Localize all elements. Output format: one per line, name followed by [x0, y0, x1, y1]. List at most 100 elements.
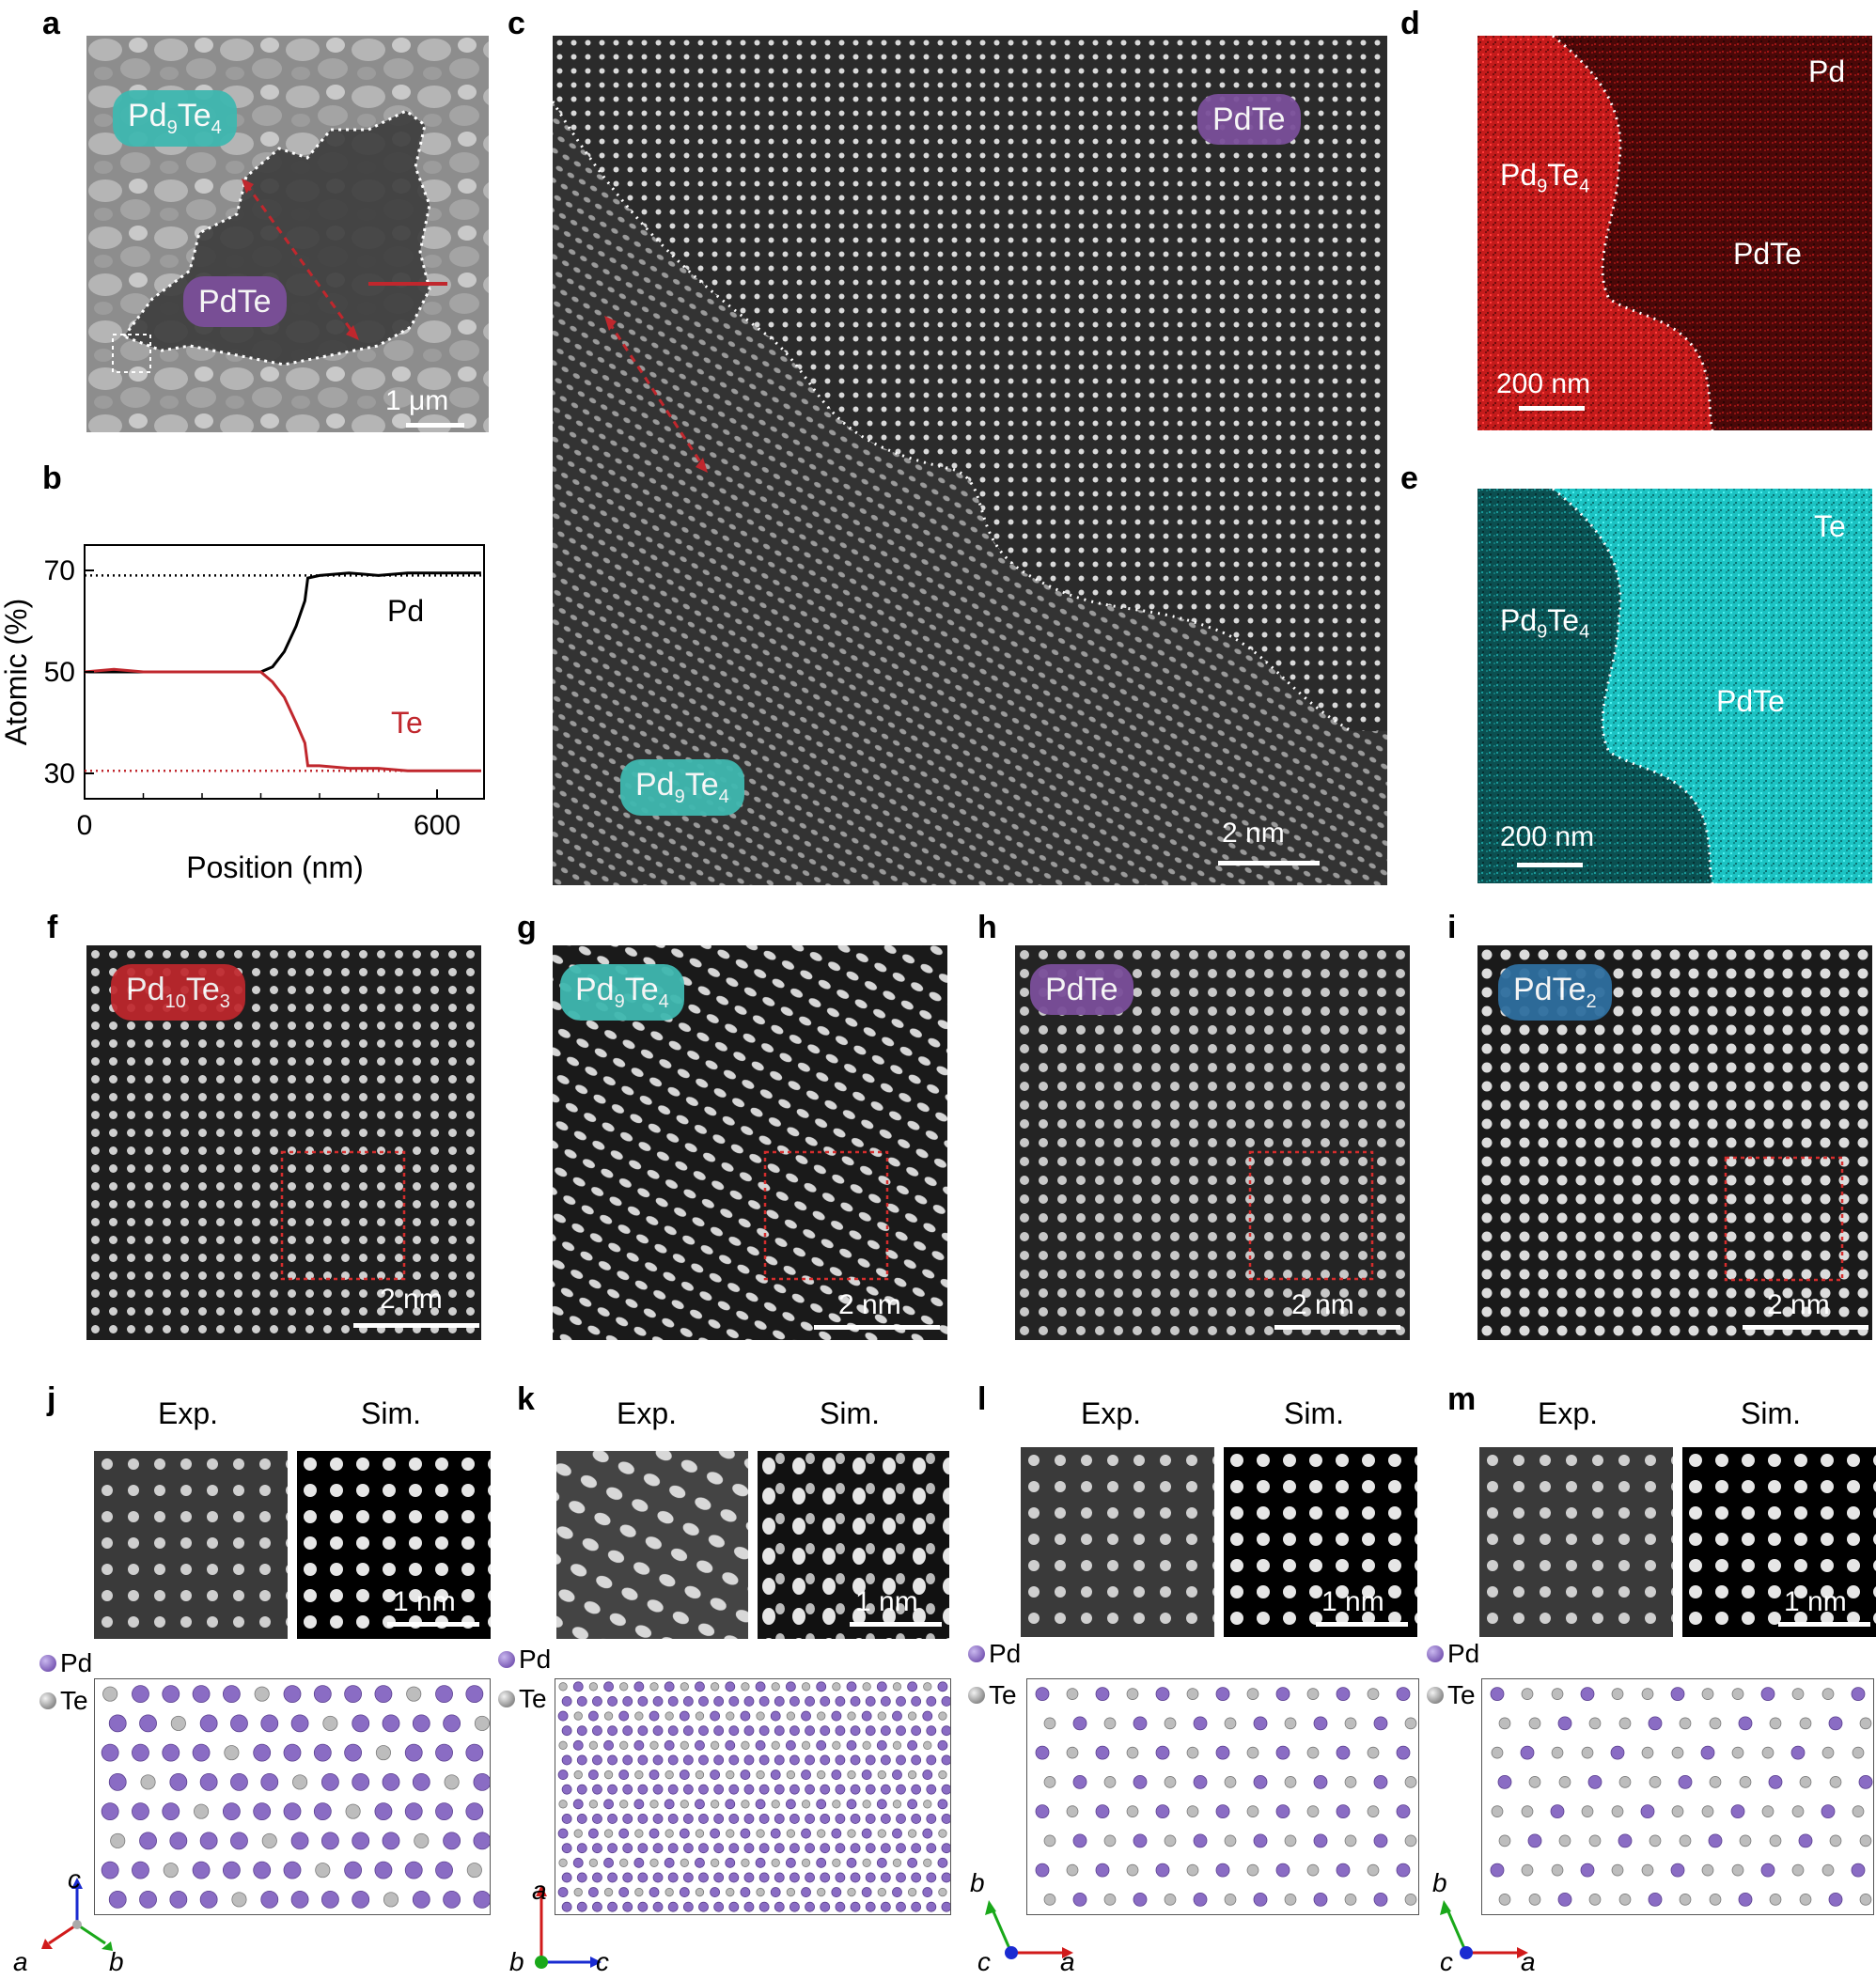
pd-atom — [1155, 1745, 1170, 1760]
pd-atom — [892, 1710, 902, 1722]
te-atom — [634, 1770, 644, 1780]
pd-atom — [1670, 1687, 1685, 1702]
te-atom — [756, 1770, 765, 1780]
pd-atom — [162, 1743, 180, 1762]
pd-atom — [412, 1772, 430, 1791]
te-atom — [1491, 1746, 1504, 1759]
pd-atom — [789, 1901, 800, 1912]
pd-atom — [743, 1843, 755, 1854]
te-atom — [140, 1774, 156, 1790]
pd-atom — [652, 1901, 664, 1912]
pd-atom — [443, 1832, 461, 1850]
pd-atom — [230, 1772, 248, 1791]
te-atom — [1649, 1834, 1662, 1847]
pd-atom — [1760, 1687, 1775, 1702]
te-atom — [741, 1682, 750, 1692]
pd-atom — [576, 1784, 587, 1795]
y-tick-label: 30 — [44, 758, 75, 789]
pd-atom — [713, 1843, 725, 1854]
pd-atom — [805, 1696, 815, 1707]
pd-atom — [1336, 1745, 1351, 1760]
te-atom — [1611, 1688, 1624, 1700]
pd-atom — [820, 1901, 831, 1912]
panel-label-c: c — [508, 6, 525, 41]
te-atom — [345, 1803, 361, 1819]
te-atom — [1791, 1863, 1805, 1877]
te-atom — [923, 1682, 932, 1692]
te-atom — [710, 1800, 720, 1809]
te-atom — [1551, 1688, 1564, 1700]
te-atom — [1066, 1863, 1079, 1877]
te-atom — [1186, 1688, 1199, 1700]
axis-label-b-k: b — [509, 1947, 524, 1976]
pd-atom — [374, 1685, 393, 1704]
pd-atom — [576, 1725, 587, 1737]
axis-label-c-k: c — [596, 1947, 609, 1976]
pd-atom — [652, 1725, 664, 1737]
pd-atom — [667, 1872, 679, 1883]
pd-atom — [637, 1784, 649, 1795]
te-atom — [1344, 1717, 1357, 1730]
pd-atom — [320, 1832, 339, 1850]
te-atom — [1739, 1776, 1752, 1788]
pd-atom — [682, 1696, 694, 1707]
sim-image-l — [1224, 1447, 1417, 1637]
pd-atom — [1193, 1892, 1208, 1907]
pd-atom — [728, 1754, 740, 1766]
pd-atom — [1193, 1833, 1208, 1848]
pd-atom — [740, 1828, 751, 1839]
axis-label-a-j: a — [13, 1947, 28, 1976]
te-atom — [102, 1686, 118, 1702]
scale-bar-m — [1778, 1622, 1870, 1627]
pd-atom — [1790, 1745, 1806, 1760]
te-atom — [619, 1800, 629, 1809]
pd-atom — [637, 1872, 649, 1883]
te-atom — [1043, 1776, 1056, 1788]
crystal-structure-j — [94, 1678, 491, 1915]
pd-atom — [770, 1770, 781, 1780]
eds-map-te — [1477, 489, 1872, 883]
pd-atom — [713, 1754, 725, 1766]
te-atom — [726, 1887, 735, 1897]
te-atom — [771, 1740, 780, 1750]
te-atom — [756, 1829, 765, 1838]
te-atom — [603, 1711, 614, 1721]
scale-label-e: 200 nm — [1500, 821, 1595, 852]
pd-atom — [755, 1857, 766, 1868]
pd-atom — [622, 1754, 633, 1766]
pd-atom — [404, 1802, 423, 1821]
pd-atom — [831, 1887, 842, 1897]
pd10te3-tag: Pd10Te3 — [111, 964, 245, 1021]
te-atom — [862, 1858, 871, 1867]
pd-atom — [1072, 1833, 1087, 1848]
te-atom — [832, 1740, 841, 1750]
pd-atom — [710, 1887, 721, 1897]
te-atom — [1306, 1805, 1320, 1817]
pd-atom — [835, 1814, 846, 1824]
pd-atom — [926, 1901, 937, 1912]
pd-atom — [132, 1861, 149, 1879]
te-atom — [1224, 1834, 1237, 1847]
te-atom — [1859, 1834, 1872, 1847]
pd-atom — [682, 1814, 694, 1824]
pd-atom — [941, 1696, 950, 1707]
legend-te-l: Te — [968, 1682, 1017, 1708]
pd-atom — [382, 1772, 400, 1791]
pd-atom — [1640, 1804, 1655, 1819]
te-atom — [907, 1829, 917, 1838]
pd-atom — [1313, 1774, 1328, 1789]
pd-atom — [192, 1861, 211, 1879]
te-atom — [619, 1682, 629, 1692]
te-atom — [1761, 1805, 1774, 1817]
panel-label-k: k — [517, 1381, 535, 1417]
pd-atom — [896, 1843, 906, 1854]
scale-bar-g — [814, 1325, 940, 1330]
panel-label-a: a — [42, 6, 60, 41]
pd-atom — [805, 1784, 815, 1795]
pd-atom — [607, 1814, 618, 1824]
pd-atom — [1336, 1863, 1351, 1878]
pd-atom — [561, 1784, 572, 1795]
pd-atom — [801, 1770, 811, 1780]
te-atom — [1246, 1688, 1259, 1700]
te-atom — [1164, 1717, 1177, 1730]
